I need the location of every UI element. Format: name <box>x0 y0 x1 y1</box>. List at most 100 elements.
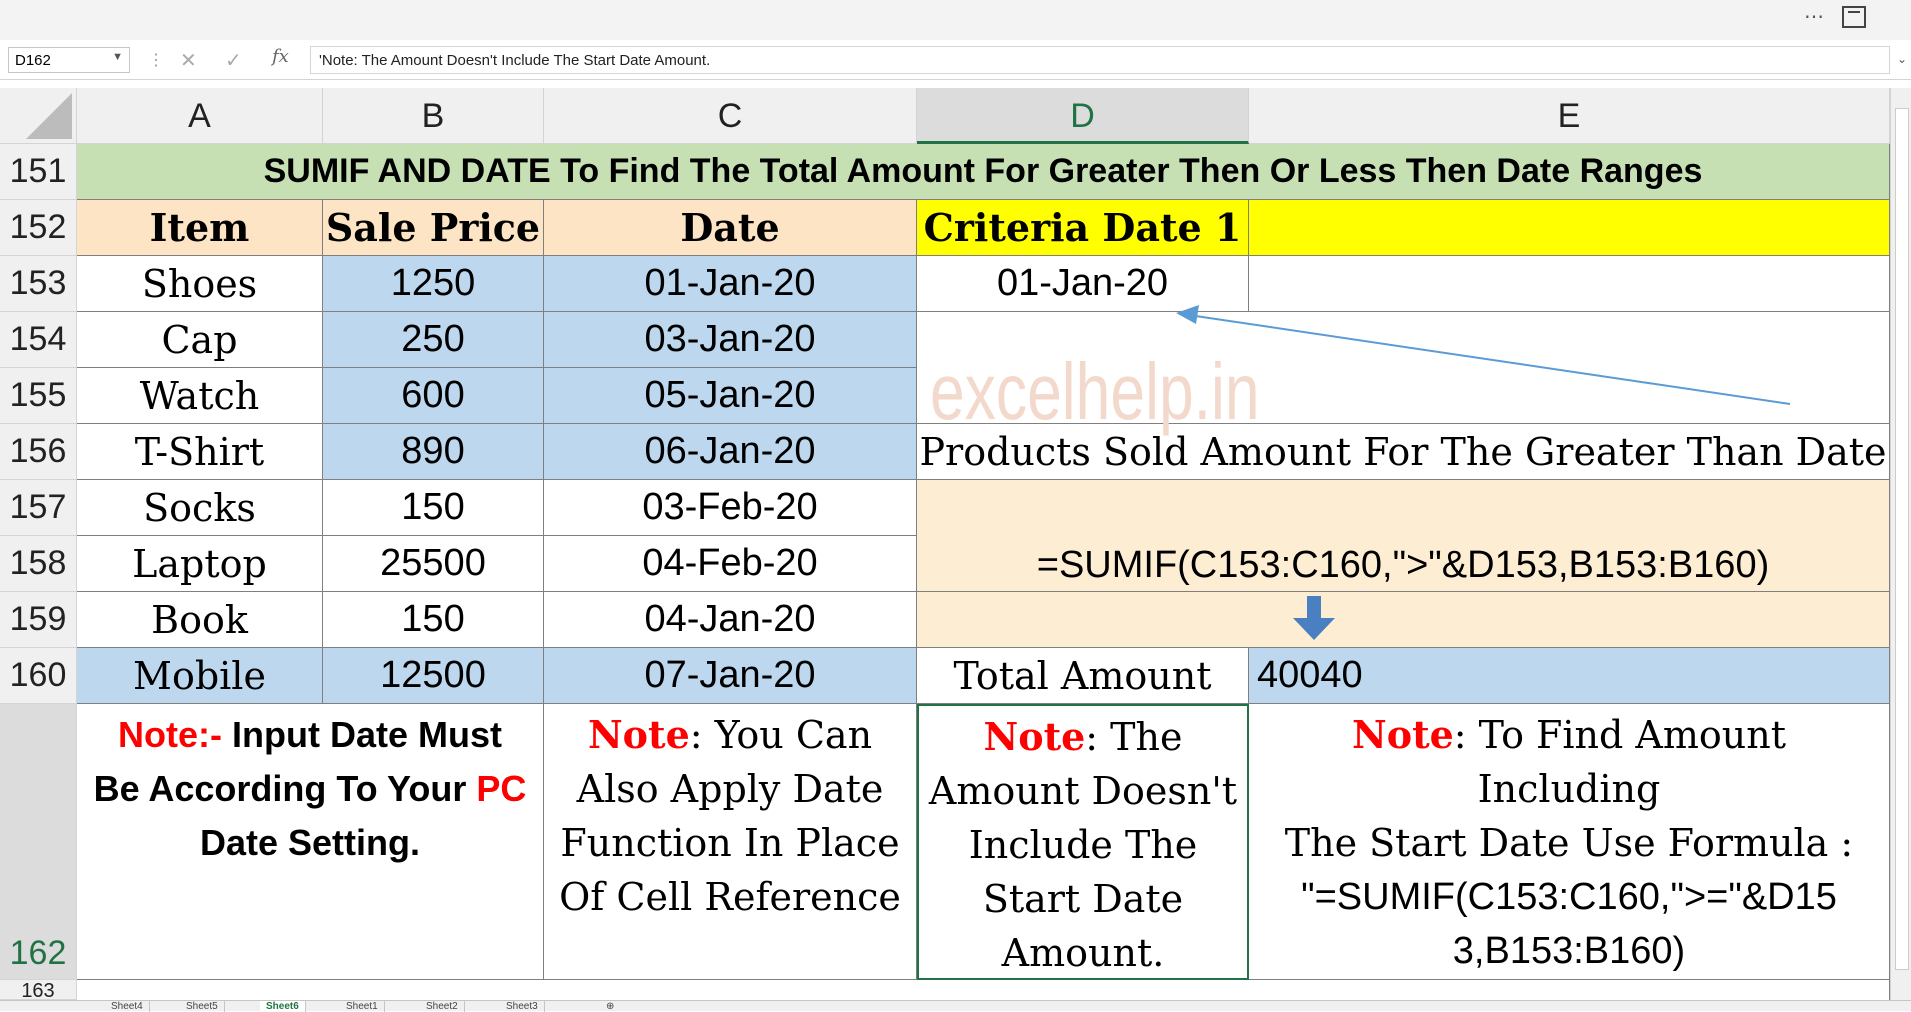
restore-window-icon[interactable] <box>1842 6 1866 28</box>
note-a-line3: Date Setting. <box>199 822 421 863</box>
item-cell[interactable]: Book <box>77 592 323 648</box>
date-cell[interactable]: 03-Jan-20 <box>544 312 917 368</box>
note-d-line4: Start Date <box>982 877 1184 921</box>
criteria-empty-cell[interactable] <box>1249 200 1890 256</box>
pointer-arrow-head <box>1176 305 1199 324</box>
vertical-scrollbar[interactable] <box>1890 88 1911 1000</box>
item-cell[interactable]: Shoes <box>77 256 323 312</box>
note-cell-a[interactable]: Note:- Input Date Must Be According To Y… <box>77 704 544 980</box>
item-cell[interactable]: Laptop <box>77 536 323 592</box>
column-header-a[interactable]: A <box>77 88 323 144</box>
cancel-icon[interactable]: ✕ <box>180 50 197 72</box>
item-cell[interactable]: Mobile <box>77 648 323 704</box>
note-c-line4: Of Cell Reference <box>559 875 901 919</box>
more-options-icon[interactable]: ⋯ <box>1804 6 1826 28</box>
note-cell-e[interactable]: Note: To Find Amount Including The Start… <box>1249 704 1890 980</box>
note-d-line3: Include The <box>968 823 1198 867</box>
watermark-area[interactable] <box>917 312 1890 424</box>
column-header-d[interactable]: D <box>917 88 1249 144</box>
total-value-cell[interactable]: 40040 <box>1249 648 1890 704</box>
row-header-153[interactable]: 153 <box>0 256 77 312</box>
row-header-154[interactable]: 154 <box>0 312 77 368</box>
name-box-value: D162 <box>15 52 51 69</box>
sheet-tab-sheet2[interactable]: Sheet2 <box>420 1001 465 1012</box>
note-e-text1: : To Find Amount Including <box>1453 713 1786 811</box>
title-cell[interactable]: SUMIF AND DATE To Find The Total Amount … <box>77 144 1890 200</box>
column-header-b[interactable]: B <box>323 88 544 144</box>
row-header-152[interactable]: 152 <box>0 200 77 256</box>
scrollbar-thumb[interactable] <box>1895 108 1909 970</box>
column-header-c[interactable]: C <box>544 88 917 144</box>
sheet-tab-sheet1[interactable]: Sheet1 <box>340 1001 385 1012</box>
note-c-text1: : You Can <box>689 713 873 757</box>
total-label-cell[interactable]: Total Amount <box>917 648 1249 704</box>
name-box[interactable]: D162 ▼ <box>8 47 130 73</box>
price-cell[interactable]: 12500 <box>323 648 544 704</box>
note-e-line2: The Start Date Use Formula : <box>1284 821 1854 865</box>
note-a-pc: PC <box>476 768 527 809</box>
header-item[interactable]: Item <box>77 200 323 256</box>
row-header-157[interactable]: 157 <box>0 480 77 536</box>
note-c-prefix: Note <box>587 712 690 757</box>
header-sale-price[interactable]: Sale Price <box>323 200 544 256</box>
row-header-160[interactable]: 160 <box>0 648 77 704</box>
note-e-line1: Note: To Find Amount Including <box>1255 708 1883 816</box>
price-cell[interactable]: 600 <box>323 368 544 424</box>
sheet-tab-sheet4[interactable]: Sheet4 <box>105 1001 150 1012</box>
row-header-162[interactable]: 162 <box>0 704 77 980</box>
header-criteria-date[interactable]: Criteria Date 1 <box>917 200 1249 256</box>
price-cell[interactable]: 150 <box>323 592 544 648</box>
price-cell[interactable]: 890 <box>323 424 544 480</box>
header-date[interactable]: Date <box>544 200 917 256</box>
date-cell[interactable]: 04-Jan-20 <box>544 592 917 648</box>
formula-input[interactable]: 'Note: The Amount Doesn't Include The St… <box>310 46 1890 74</box>
item-cell[interactable]: Watch <box>77 368 323 424</box>
price-cell[interactable]: 25500 <box>323 536 544 592</box>
note-e-line4: 3,B153:B160) <box>1452 930 1686 972</box>
annotation-overlay <box>1176 305 1791 640</box>
row-header-159[interactable]: 159 <box>0 592 77 648</box>
note-cell-d-selected[interactable]: Note: The Amount Doesn't Include The Sta… <box>917 704 1249 980</box>
select-all-button[interactable] <box>0 88 77 144</box>
enter-check-icon[interactable]: ✓ <box>225 50 242 72</box>
worksheet-grid: A B C D E 151 152 153 154 155 156 157 15… <box>0 88 1890 1000</box>
date-cell[interactable]: 04-Feb-20 <box>544 536 917 592</box>
row-header-163[interactable]: 163 <box>0 980 77 1000</box>
row-header-156[interactable]: 156 <box>0 424 77 480</box>
note-e-line3: "=SUMIF(C153:C160,">="&D15 <box>1301 876 1837 918</box>
down-arrow-icon <box>1293 596 1335 640</box>
empty-cell[interactable] <box>1249 256 1890 312</box>
item-cell[interactable]: Cap <box>77 312 323 368</box>
insert-function-icon[interactable]: fx <box>272 46 289 67</box>
date-cell[interactable]: 07-Jan-20 <box>544 648 917 704</box>
note-cell-c[interactable]: Note: You Can Also Apply Date Function I… <box>544 704 917 980</box>
sheet-tab-sheet6[interactable]: Sheet6 <box>260 1001 306 1012</box>
expand-formula-icon[interactable]: ⌄ <box>1896 52 1907 66</box>
formula-display-cell[interactable]: =SUMIF(C153:C160,">"&D153,B153:B160) <box>917 480 1890 592</box>
date-cell[interactable]: 03-Feb-20 <box>544 480 917 536</box>
price-cell[interactable]: 250 <box>323 312 544 368</box>
note-d-line5: Amount. <box>1001 931 1165 975</box>
date-cell[interactable]: 06-Jan-20 <box>544 424 917 480</box>
row-163-cells[interactable] <box>77 980 1890 1000</box>
price-cell[interactable]: 150 <box>323 480 544 536</box>
note-d-text1: : The <box>1085 715 1183 759</box>
sheet-tab-sheet3[interactable]: Sheet3 <box>500 1001 545 1012</box>
new-sheet-icon[interactable]: ⊕ <box>606 1001 615 1012</box>
item-cell[interactable]: T-Shirt <box>77 424 323 480</box>
date-cell[interactable]: 05-Jan-20 <box>544 368 917 424</box>
price-cell[interactable]: 1250 <box>323 256 544 312</box>
row-header-158[interactable]: 158 <box>0 536 77 592</box>
column-header-e[interactable]: E <box>1249 88 1890 144</box>
item-cell[interactable]: Socks <box>77 480 323 536</box>
row-header-151[interactable]: 151 <box>0 144 77 200</box>
chevron-down-icon[interactable]: ▼ <box>112 51 123 63</box>
products-label-cell[interactable]: Products Sold Amount For The Greater Tha… <box>917 424 1890 480</box>
date-cell[interactable]: 01-Jan-20 <box>544 256 917 312</box>
note-c-line3: Function In Place <box>560 821 900 865</box>
drag-handle-icon[interactable]: ⋮ <box>148 52 164 69</box>
arrow-cell[interactable] <box>917 592 1890 648</box>
sheet-tab-sheet5[interactable]: Sheet5 <box>180 1001 225 1012</box>
criteria-date-cell[interactable]: 01-Jan-20 <box>917 256 1249 312</box>
row-header-155[interactable]: 155 <box>0 368 77 424</box>
